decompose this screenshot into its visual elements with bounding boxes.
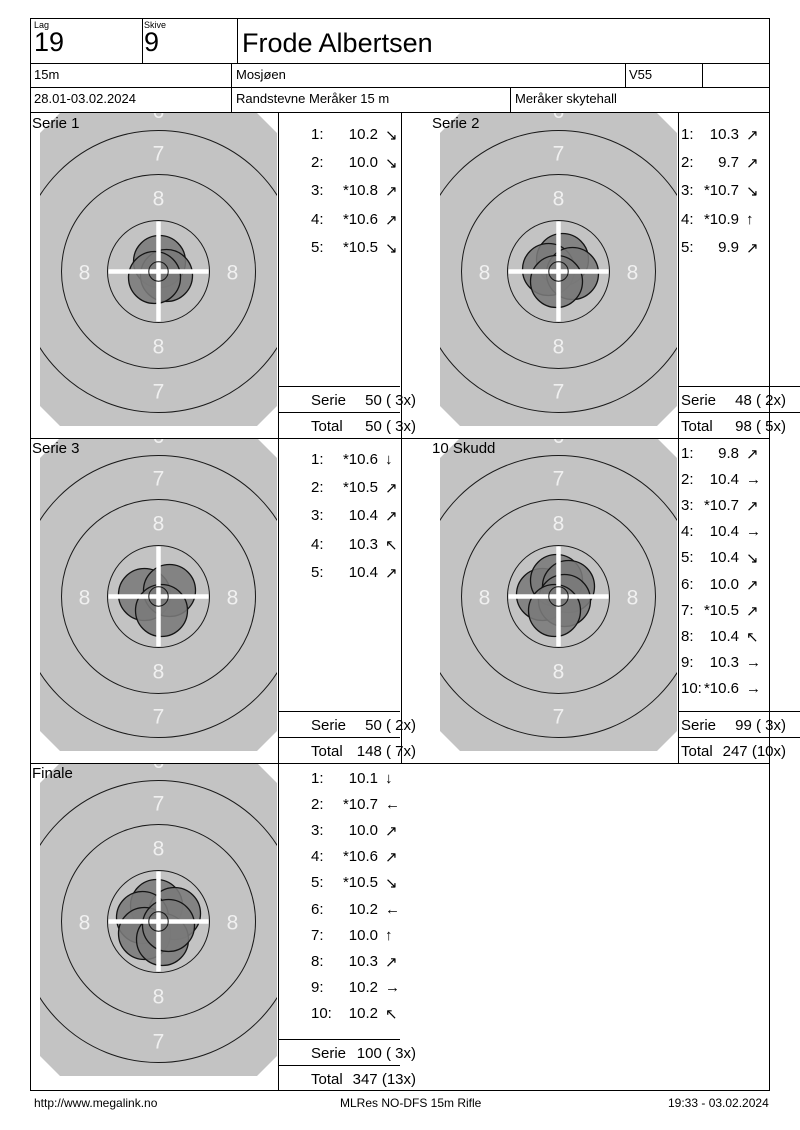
svg-text:8: 8	[627, 587, 639, 610]
svg-text:7: 7	[153, 793, 165, 816]
svg-text:6: 6	[153, 113, 165, 123]
svg-text:7: 7	[553, 468, 565, 491]
svg-text:8: 8	[553, 188, 565, 211]
svg-text:8: 8	[227, 587, 239, 610]
svg-text:8: 8	[79, 262, 91, 285]
svg-text:7: 7	[153, 381, 165, 404]
svg-text:8: 8	[153, 336, 165, 359]
svg-text:7: 7	[153, 143, 165, 166]
svg-text:8: 8	[553, 661, 565, 684]
svg-text:8: 8	[153, 986, 165, 1009]
svg-text:8: 8	[227, 262, 239, 285]
svg-text:8: 8	[553, 336, 565, 359]
svg-text:7: 7	[153, 468, 165, 491]
svg-text:8: 8	[153, 661, 165, 684]
svg-text:7: 7	[553, 143, 565, 166]
svg-text:8: 8	[553, 513, 565, 536]
svg-text:6: 6	[153, 763, 165, 773]
svg-text:7: 7	[553, 706, 565, 729]
svg-text:8: 8	[153, 838, 165, 861]
svg-text:6: 6	[553, 438, 565, 448]
svg-text:8: 8	[153, 513, 165, 536]
svg-text:7: 7	[153, 706, 165, 729]
svg-text:7: 7	[553, 381, 565, 404]
svg-text:8: 8	[79, 587, 91, 610]
svg-text:8: 8	[153, 188, 165, 211]
svg-text:8: 8	[479, 587, 491, 610]
svg-text:6: 6	[153, 438, 165, 448]
svg-text:6: 6	[553, 113, 565, 123]
svg-text:8: 8	[627, 262, 639, 285]
svg-text:8: 8	[227, 912, 239, 935]
svg-text:8: 8	[79, 912, 91, 935]
svg-text:8: 8	[479, 262, 491, 285]
svg-text:7: 7	[153, 1031, 165, 1054]
